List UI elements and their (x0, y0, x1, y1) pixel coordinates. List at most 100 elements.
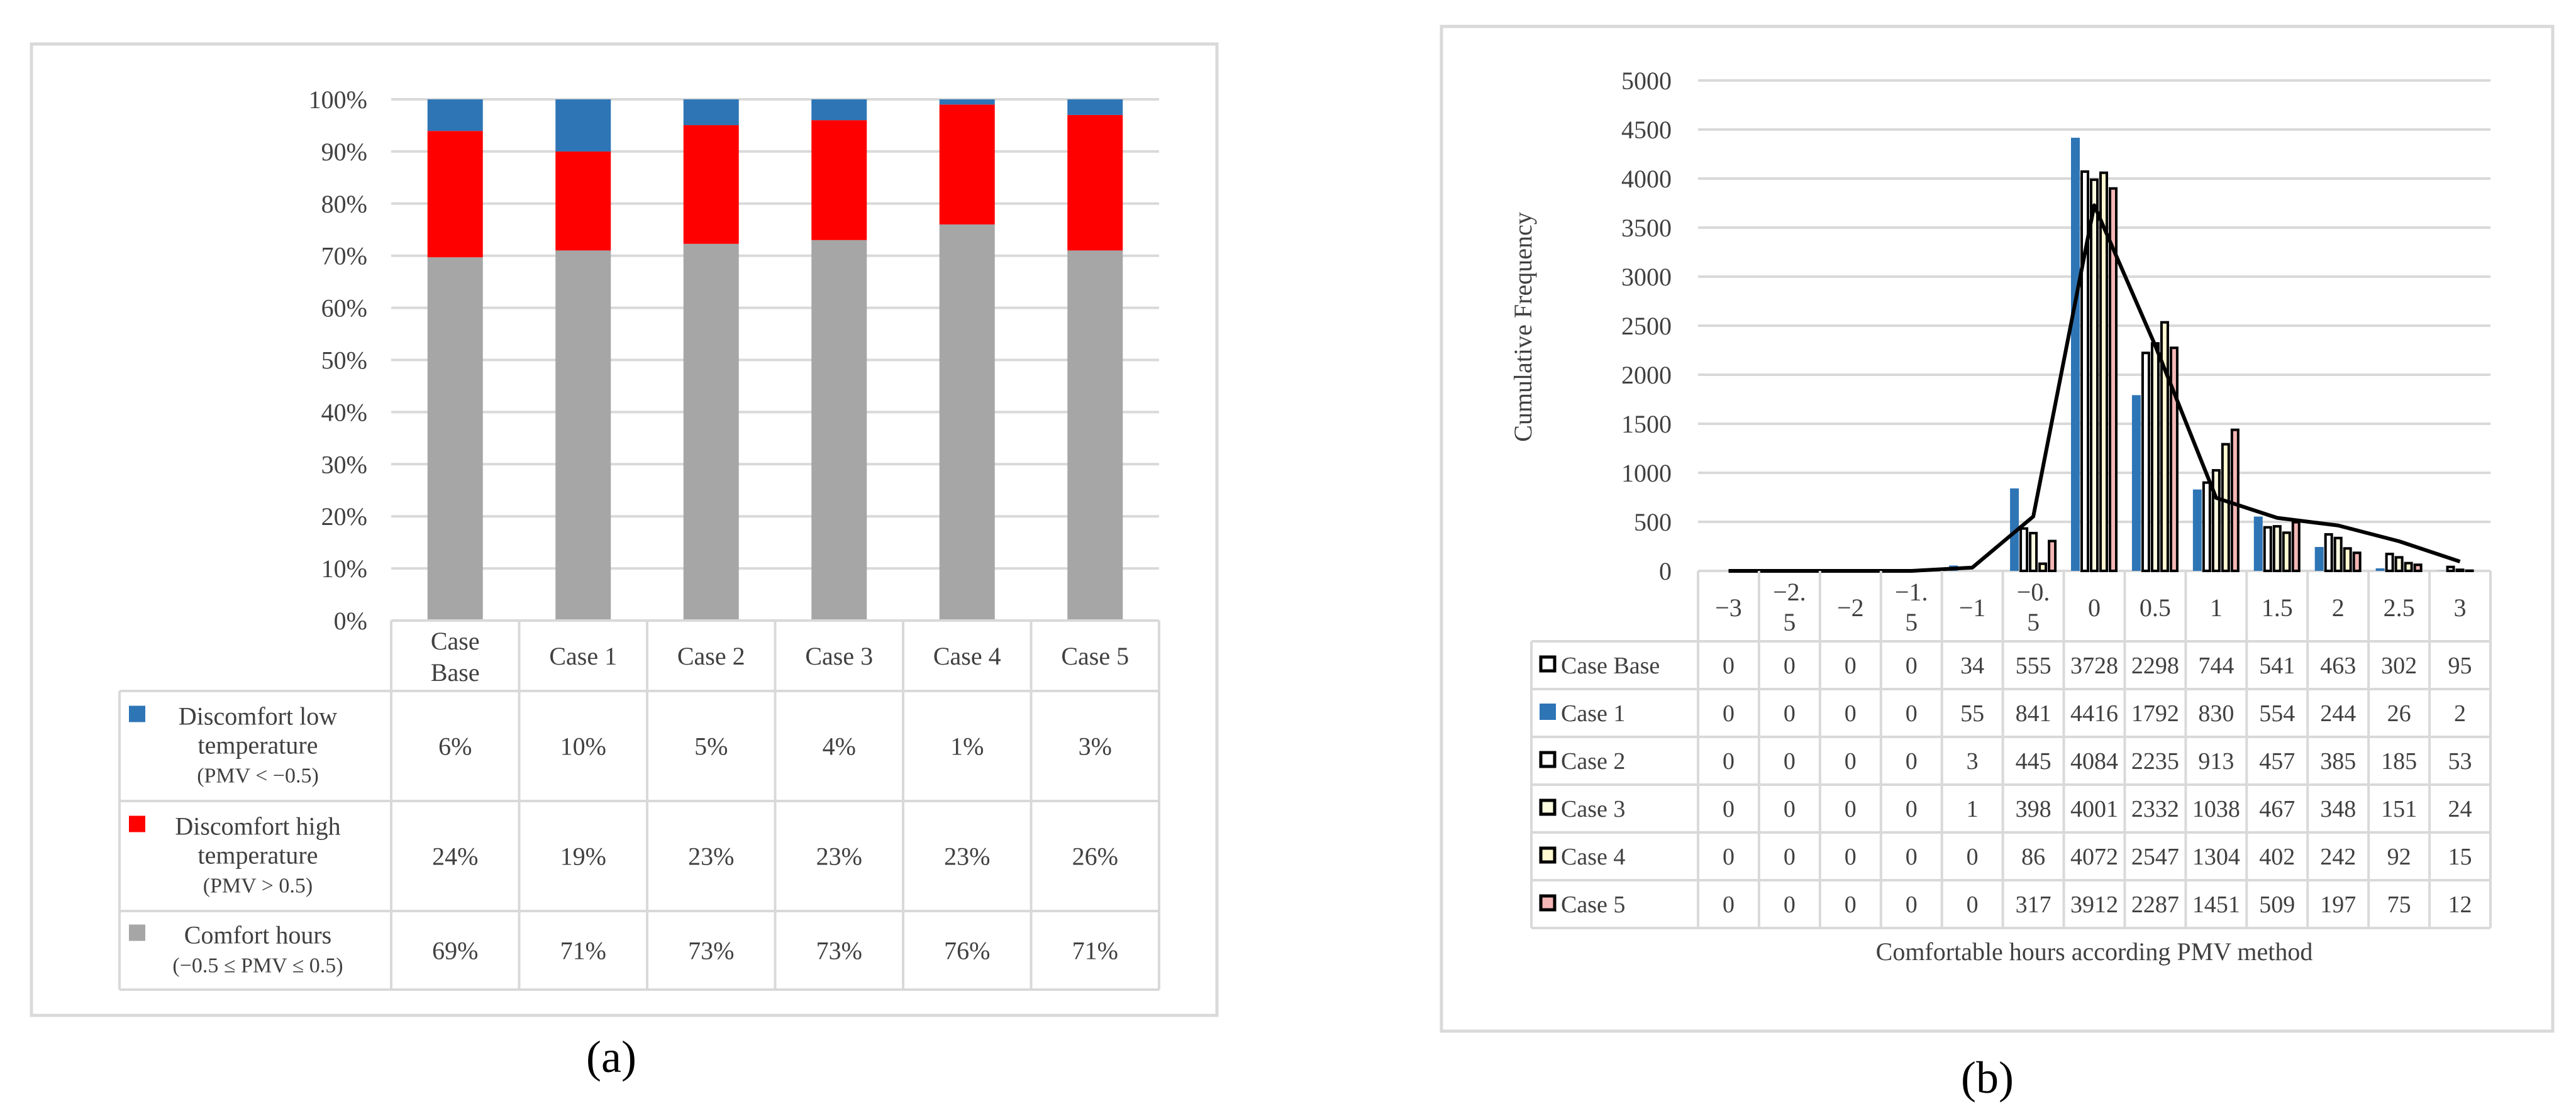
legend-label: (PMV < −0.5) (197, 765, 319, 788)
panel-a-gridlines (391, 98, 1159, 622)
table-value: 26% (1072, 843, 1118, 871)
panel-a-frame (30, 42, 1219, 1017)
table-value: 26 (2387, 700, 2411, 727)
y-tick-label: 1500 (1621, 410, 1672, 438)
bar (2291, 521, 2301, 573)
bar-segment (427, 99, 483, 131)
bar (2211, 469, 2221, 573)
panel-b-bars (1949, 138, 2474, 573)
table-value: 23% (688, 843, 734, 871)
category-label: −1 (1959, 594, 1986, 622)
table-value: 0 (1967, 892, 1979, 918)
table-value: 10% (560, 732, 606, 761)
bar-segment (811, 120, 867, 240)
table-value: 0 (1723, 844, 1735, 870)
bar-segment (1067, 114, 1123, 251)
table-value: 0 (1784, 653, 1796, 679)
bar (2109, 187, 2118, 572)
table-value: 0 (1845, 844, 1857, 870)
y-tick-label: 30% (321, 450, 367, 478)
legend-swatch (129, 705, 145, 722)
bar (2455, 568, 2465, 572)
table-value: 5% (694, 732, 728, 761)
table-value: 744 (2198, 653, 2234, 679)
table-value: 53 (2448, 748, 2472, 775)
table-value: 0 (1784, 748, 1796, 775)
table-value: 0 (1906, 844, 1918, 870)
table-value: 0 (1723, 700, 1735, 727)
bar-segment (683, 125, 739, 244)
table-value: 467 (2259, 796, 2295, 822)
legend-label: Case 4 (1561, 844, 1625, 870)
table-value: 913 (2198, 748, 2234, 775)
y-tick-label: 70% (321, 242, 367, 270)
table-value: 71% (560, 937, 606, 965)
legend-label: temperature (198, 731, 318, 760)
table-value: 6% (438, 732, 472, 761)
category-label: 0.5 (2140, 594, 2171, 622)
y-tick-label: 50% (321, 346, 367, 375)
table-value: 402 (2259, 844, 2295, 870)
legend-swatch (1539, 894, 1557, 912)
table-value: 0 (1784, 892, 1796, 918)
table-value: 0 (1906, 700, 1918, 727)
table-value: 1451 (2192, 892, 2240, 918)
y-tick-label: 0 (1659, 557, 1672, 585)
category-label: 1.5 (2262, 594, 2293, 622)
panel-a-bars (427, 99, 1123, 621)
category-label: 2 (2332, 594, 2345, 622)
case-base-line (1728, 203, 2461, 573)
legend-label: Case Base (1561, 653, 1660, 679)
table-value: 841 (2016, 700, 2051, 727)
panel-a-y-axis: 0% 10% 20% 30% 40% 50% 60% 70% 80% 90% 100% (309, 86, 367, 635)
y-tick-label: 2500 (1621, 312, 1672, 340)
table-value: 2298 (2131, 653, 2179, 679)
bar (2282, 531, 2291, 573)
table-value: 398 (2016, 796, 2051, 822)
table-value: 0 (1784, 796, 1796, 822)
bar-segment (1067, 99, 1123, 115)
table-value: 76% (944, 937, 990, 965)
table-value: 73% (816, 937, 862, 965)
table-value: 19% (560, 843, 606, 871)
category-label: Case 4 (933, 642, 1001, 670)
bar (2029, 531, 2038, 572)
table-value: 0 (1723, 748, 1735, 775)
legend-swatch (1539, 655, 1557, 673)
legend-label: Discomfort low (179, 702, 337, 731)
category-label: 2.5 (2384, 594, 2415, 622)
legend-label: Comfort hours (184, 921, 331, 949)
table-value: 4084 (2070, 748, 2118, 775)
bar (2080, 170, 2089, 572)
bar-segment (1067, 250, 1123, 621)
table-value: 317 (2016, 892, 2051, 918)
bar (2090, 178, 2099, 572)
table-value: 0 (1906, 796, 1918, 822)
table-value: 34 (1960, 653, 1984, 679)
category-label: −2. (1773, 578, 1806, 606)
table-value: 3728 (2070, 653, 2118, 679)
bar-segment (427, 257, 483, 621)
legend-swatch (129, 815, 145, 832)
bar (2131, 395, 2141, 571)
bar (2071, 138, 2080, 571)
table-value: 24% (432, 843, 478, 871)
panel-b-x-axis-label: Comfortable hours according PMV method (1876, 937, 2313, 966)
bar (2221, 443, 2230, 572)
bar (2263, 526, 2272, 573)
bar (2150, 342, 2160, 572)
bar (2048, 539, 2057, 572)
bar-segment (811, 99, 867, 121)
category-label: Case (431, 627, 480, 655)
y-tick-label: 80% (321, 190, 367, 218)
category-label: −2 (1837, 594, 1864, 622)
table-value: 4001 (2070, 796, 2118, 822)
legend-swatch (1539, 751, 1557, 768)
table-value: 197 (2320, 892, 2356, 918)
table-value: 0 (1906, 892, 1918, 918)
table-value: 4416 (2070, 700, 2118, 727)
bar (2192, 489, 2202, 571)
table-value: 185 (2381, 748, 2417, 775)
bar-segment (555, 151, 611, 251)
category-label: 5 (2027, 608, 2040, 636)
